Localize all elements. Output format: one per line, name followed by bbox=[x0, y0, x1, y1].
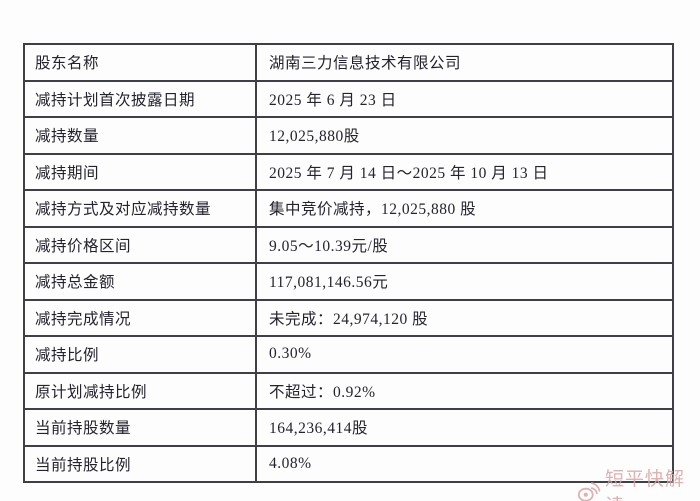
row-label: 当前持股比例 bbox=[23, 444, 257, 483]
row-label: 原计划减持比例 bbox=[23, 371, 257, 410]
row-value: 不超过：0.92% bbox=[255, 371, 674, 410]
table-row: 减持方式及对应减持数量 集中竞价减持，12,025,880 股 bbox=[23, 189, 674, 228]
row-value: 117,081,146.56元 bbox=[255, 262, 674, 301]
row-value: 12,025,880股 bbox=[255, 116, 674, 155]
row-label: 当前持股数量 bbox=[23, 408, 257, 447]
row-label: 减持计划首次披露日期 bbox=[23, 79, 257, 118]
row-value: 4.08% bbox=[255, 444, 674, 483]
row-value: 0.30% bbox=[255, 335, 674, 374]
table-row: 减持数量 12,025,880股 bbox=[23, 116, 674, 155]
row-value: 2025 年 6 月 23 日 bbox=[255, 79, 674, 118]
row-value: 164,236,414股 bbox=[255, 408, 674, 447]
table-row: 股东名称 湖南三力信息技术有限公司 bbox=[23, 43, 674, 82]
row-value: 集中竞价减持，12,025,880 股 bbox=[255, 189, 674, 228]
table-row: 减持计划首次披露日期 2025 年 6 月 23 日 bbox=[23, 79, 674, 118]
row-label: 减持比例 bbox=[23, 335, 257, 374]
table-row: 减持总金额 117,081,146.56元 bbox=[23, 262, 674, 301]
row-value: 9.05～10.39元/股 bbox=[255, 225, 674, 264]
row-value: 湖南三力信息技术有限公司 bbox=[255, 43, 674, 82]
shareholding-reduction-table: 股东名称 湖南三力信息技术有限公司 减持计划首次披露日期 2025 年 6 月 … bbox=[23, 43, 674, 483]
row-label: 减持价格区间 bbox=[23, 225, 257, 264]
row-label: 减持方式及对应减持数量 bbox=[23, 189, 257, 228]
row-label: 股东名称 bbox=[23, 43, 257, 82]
row-value: 未完成：24,974,120 股 bbox=[255, 298, 674, 337]
table-row: 减持价格区间 9.05～10.39元/股 bbox=[23, 225, 674, 264]
row-value: 2025 年 7 月 14 日～2025 年 10 月 13 日 bbox=[255, 152, 674, 191]
table-row: 原计划减持比例 不超过：0.92% bbox=[23, 371, 674, 410]
row-label: 减持完成情况 bbox=[23, 298, 257, 337]
row-label: 减持数量 bbox=[23, 116, 257, 155]
table-row: 减持比例 0.30% bbox=[23, 335, 674, 374]
table-row: 当前持股比例 4.08% bbox=[23, 444, 674, 483]
row-label: 减持期间 bbox=[23, 152, 257, 191]
row-label: 减持总金额 bbox=[23, 262, 257, 301]
table-row: 减持完成情况 未完成：24,974,120 股 bbox=[23, 298, 674, 337]
table-row: 当前持股数量 164,236,414股 bbox=[23, 408, 674, 447]
table-row: 减持期间 2025 年 7 月 14 日～2025 年 10 月 13 日 bbox=[23, 152, 674, 191]
